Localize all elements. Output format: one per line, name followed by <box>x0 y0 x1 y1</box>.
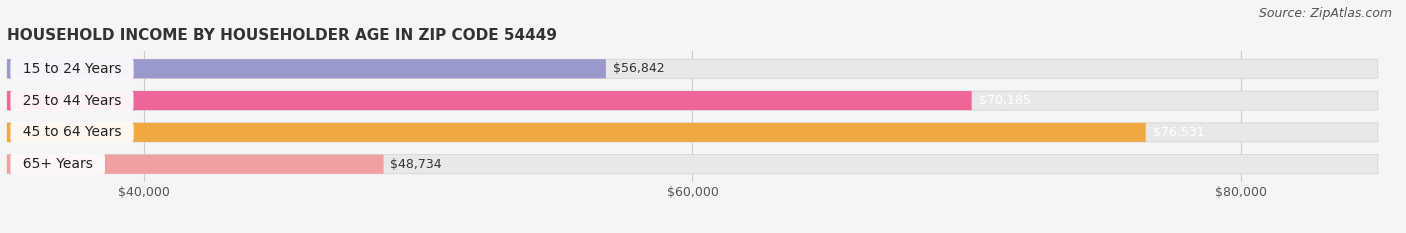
FancyBboxPatch shape <box>7 59 606 78</box>
Text: 15 to 24 Years: 15 to 24 Years <box>14 62 131 76</box>
Text: 25 to 44 Years: 25 to 44 Years <box>14 94 129 108</box>
FancyBboxPatch shape <box>7 123 1146 142</box>
Text: 65+ Years: 65+ Years <box>14 157 101 171</box>
FancyBboxPatch shape <box>7 91 1378 110</box>
Text: 45 to 64 Years: 45 to 64 Years <box>14 125 131 139</box>
Text: $76,531: $76,531 <box>1153 126 1204 139</box>
Text: Source: ZipAtlas.com: Source: ZipAtlas.com <box>1258 7 1392 20</box>
FancyBboxPatch shape <box>7 91 972 110</box>
Text: $70,185: $70,185 <box>979 94 1031 107</box>
FancyBboxPatch shape <box>7 155 384 174</box>
Text: HOUSEHOLD INCOME BY HOUSEHOLDER AGE IN ZIP CODE 54449: HOUSEHOLD INCOME BY HOUSEHOLDER AGE IN Z… <box>7 28 557 43</box>
Text: $56,842: $56,842 <box>613 62 665 75</box>
FancyBboxPatch shape <box>7 123 1378 142</box>
FancyBboxPatch shape <box>7 155 1378 174</box>
FancyBboxPatch shape <box>7 59 1378 78</box>
Text: $48,734: $48,734 <box>391 158 441 171</box>
